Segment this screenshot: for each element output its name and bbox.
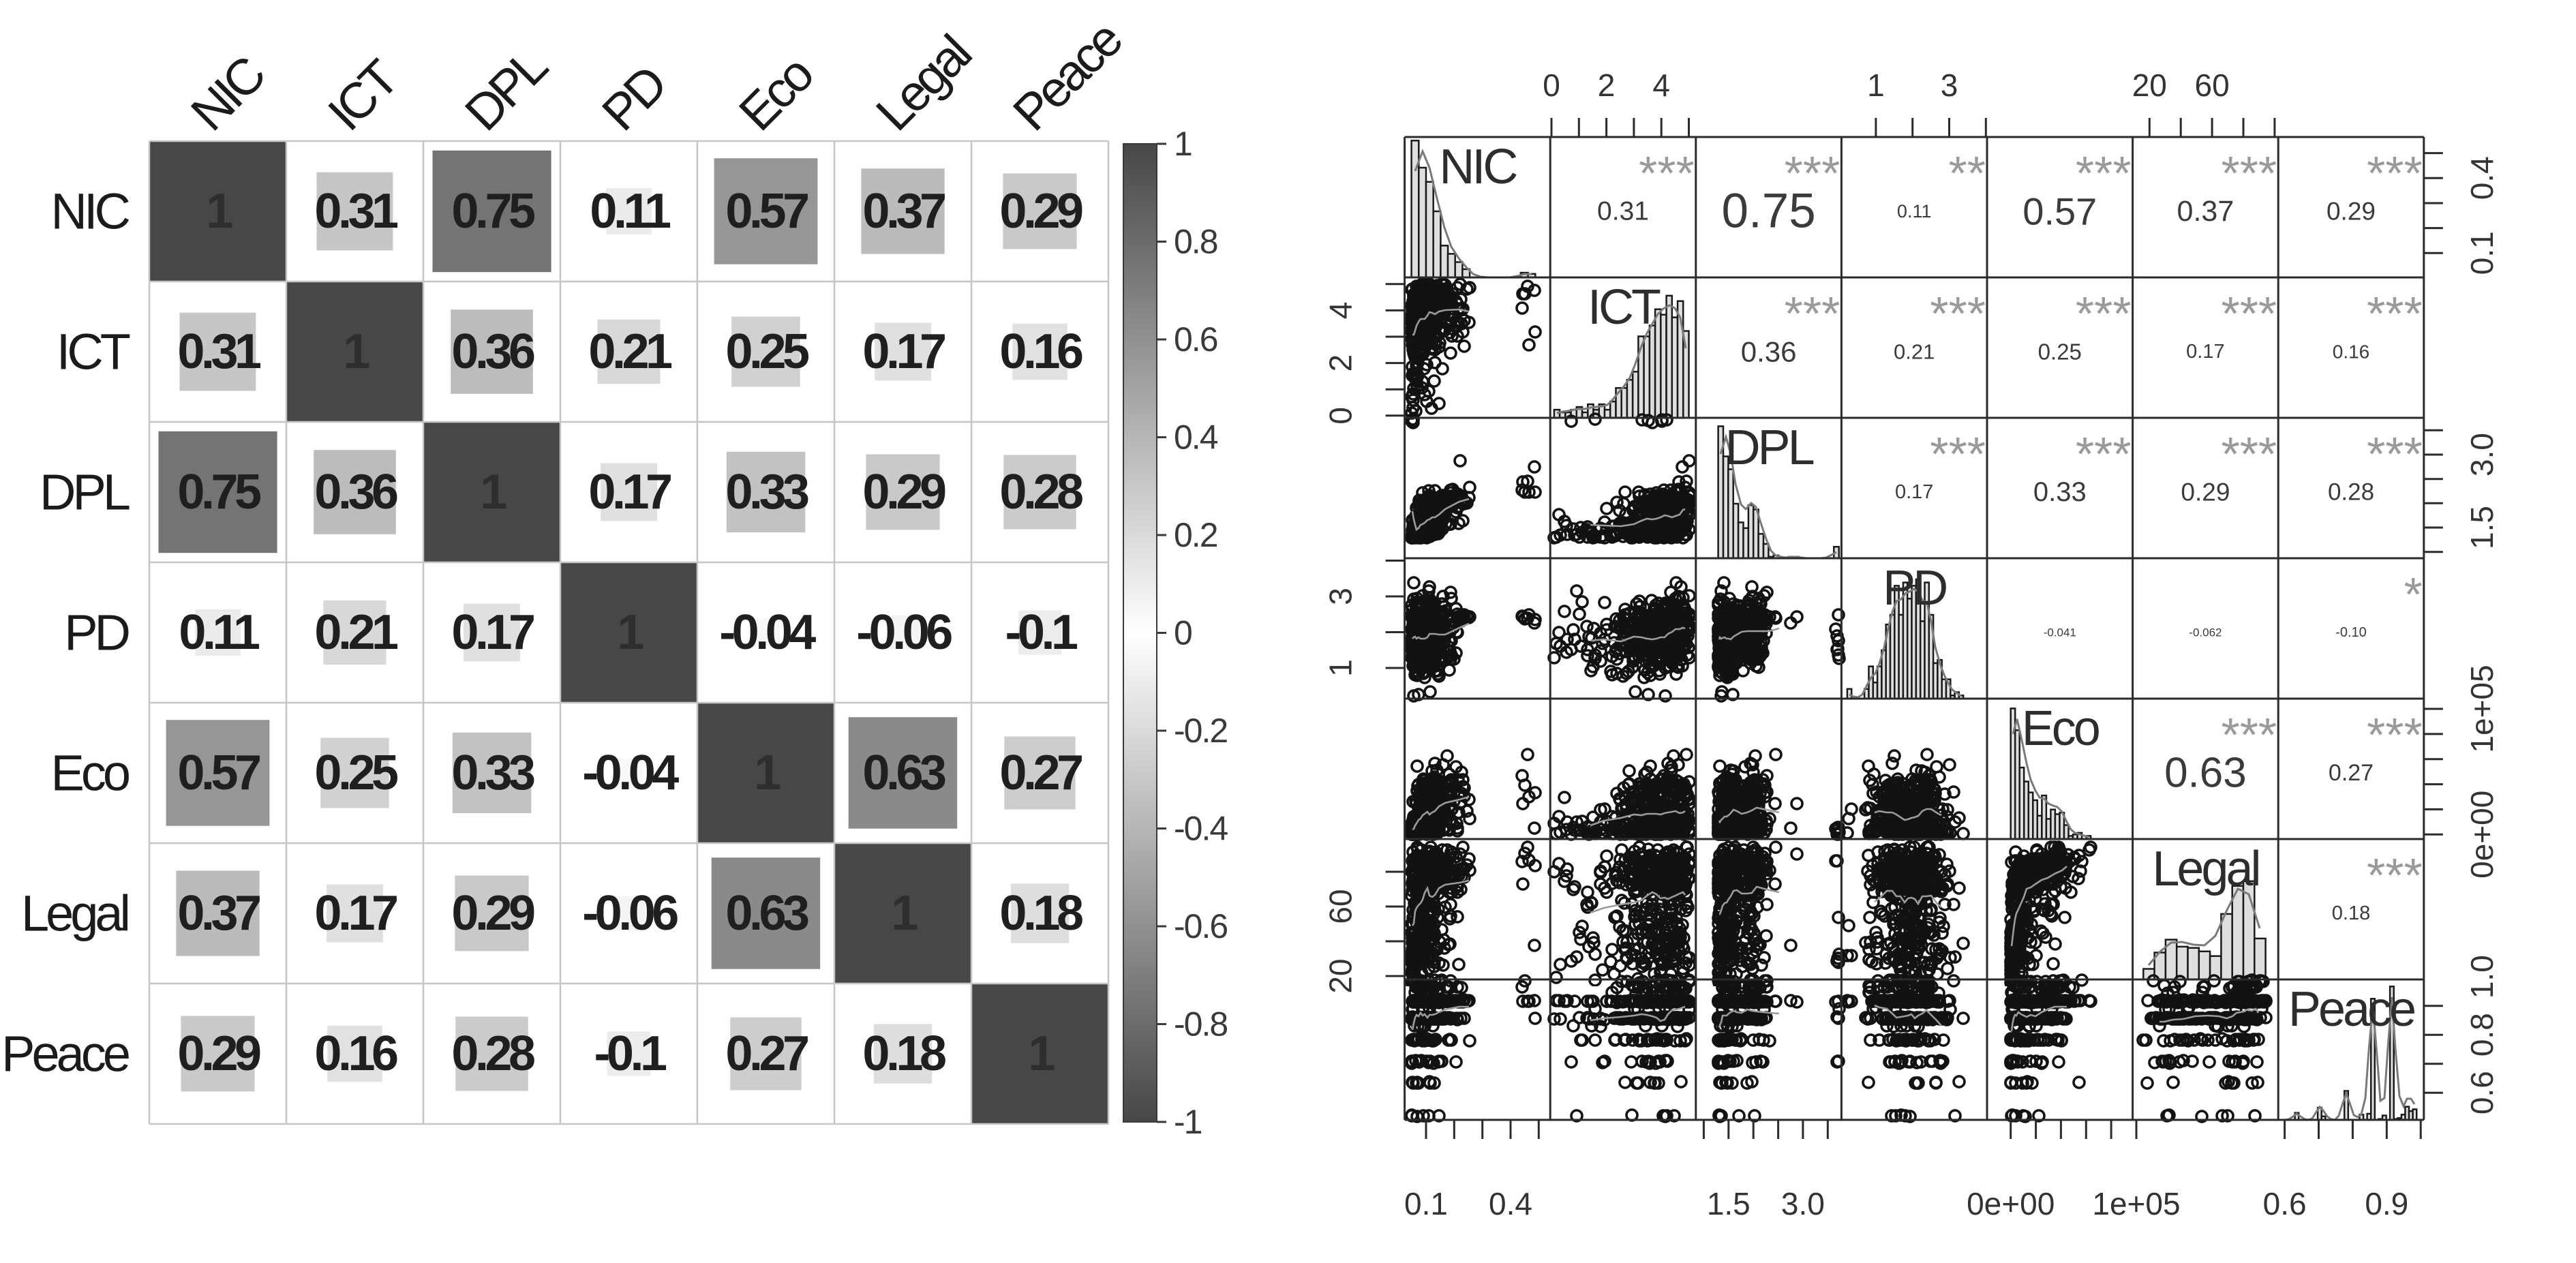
svg-text:0.17: 0.17 bbox=[588, 465, 671, 519]
svg-text:0.75: 0.75 bbox=[451, 184, 535, 239]
svg-text:0.8: 0.8 bbox=[1174, 223, 1217, 261]
svg-text:0.16: 0.16 bbox=[999, 324, 1082, 379]
svg-text:0.36: 0.36 bbox=[314, 465, 397, 519]
svg-text:0.25: 0.25 bbox=[314, 746, 398, 800]
svg-text:-0.04: -0.04 bbox=[719, 605, 816, 660]
svg-text:0.29: 0.29 bbox=[999, 184, 1082, 239]
svg-text:0.18: 0.18 bbox=[999, 886, 1082, 941]
svg-text:1: 1 bbox=[206, 184, 232, 239]
svg-text:0.36: 0.36 bbox=[451, 324, 534, 379]
svg-text:0: 0 bbox=[1174, 614, 1192, 652]
svg-text:0.4: 0.4 bbox=[1174, 419, 1218, 457]
svg-text:0.11: 0.11 bbox=[590, 184, 671, 239]
svg-text:0.33: 0.33 bbox=[725, 465, 808, 519]
svg-text:0.18: 0.18 bbox=[862, 1026, 945, 1081]
svg-text:1: 1 bbox=[1174, 125, 1192, 163]
svg-text:-0.2: -0.2 bbox=[1174, 712, 1227, 750]
svg-text:1: 1 bbox=[617, 605, 643, 660]
svg-text:0.6: 0.6 bbox=[1174, 320, 1217, 359]
svg-text:-1: -1 bbox=[1174, 1103, 1202, 1141]
svg-text:Peace: Peace bbox=[1, 1026, 129, 1082]
svg-text:0.33: 0.33 bbox=[451, 746, 534, 800]
svg-text:0.63: 0.63 bbox=[725, 886, 808, 941]
svg-text:0.37: 0.37 bbox=[177, 886, 260, 941]
svg-text:0.2: 0.2 bbox=[1174, 516, 1217, 554]
svg-text:0.57: 0.57 bbox=[725, 184, 808, 239]
svg-text:0.21: 0.21 bbox=[588, 324, 672, 379]
svg-text:1: 1 bbox=[891, 886, 918, 941]
svg-text:Legal: Legal bbox=[21, 885, 128, 942]
svg-text:1: 1 bbox=[343, 324, 369, 379]
svg-text:-0.4: -0.4 bbox=[1174, 810, 1228, 848]
svg-text:-0.1: -0.1 bbox=[1005, 605, 1078, 660]
svg-text:0.21: 0.21 bbox=[314, 605, 398, 660]
svg-text:0.29: 0.29 bbox=[177, 1026, 260, 1081]
svg-text:1: 1 bbox=[480, 465, 506, 519]
svg-text:0.27: 0.27 bbox=[999, 746, 1082, 800]
svg-text:0.25: 0.25 bbox=[725, 324, 809, 379]
svg-text:DPL: DPL bbox=[40, 464, 130, 521]
svg-text:0.31: 0.31 bbox=[314, 184, 398, 239]
svg-text:ICT: ICT bbox=[57, 324, 130, 380]
svg-text:-0.1: -0.1 bbox=[594, 1026, 667, 1081]
svg-text:0.16: 0.16 bbox=[314, 1026, 397, 1081]
svg-text:Eco: Eco bbox=[50, 745, 129, 802]
svg-text:-0.06: -0.06 bbox=[582, 886, 678, 941]
svg-text:0.63: 0.63 bbox=[862, 746, 945, 800]
svg-text:0.75: 0.75 bbox=[177, 465, 261, 519]
svg-text:0.17: 0.17 bbox=[451, 605, 534, 660]
svg-text:0.17: 0.17 bbox=[314, 886, 397, 941]
svg-text:0.28: 0.28 bbox=[451, 1026, 534, 1081]
svg-text:-0.8: -0.8 bbox=[1174, 1005, 1227, 1044]
svg-text:0.37: 0.37 bbox=[862, 184, 945, 239]
svg-text:NIC: NIC bbox=[51, 183, 130, 240]
svg-text:-0.6: -0.6 bbox=[1174, 907, 1227, 945]
svg-text:PD: PD bbox=[64, 605, 128, 661]
svg-text:0.11: 0.11 bbox=[179, 605, 260, 660]
svg-text:0.17: 0.17 bbox=[862, 324, 945, 379]
svg-text:1: 1 bbox=[1028, 1026, 1055, 1081]
svg-text:0.31: 0.31 bbox=[177, 324, 261, 379]
svg-text:0.27: 0.27 bbox=[725, 1026, 808, 1081]
svg-text:0.28: 0.28 bbox=[999, 465, 1082, 519]
svg-text:0.29: 0.29 bbox=[451, 886, 534, 941]
svg-text:0.29: 0.29 bbox=[862, 465, 945, 519]
svg-text:-0.06: -0.06 bbox=[856, 605, 952, 660]
svg-text:1: 1 bbox=[754, 746, 781, 800]
svg-text:0.57: 0.57 bbox=[177, 746, 260, 800]
svg-text:-0.04: -0.04 bbox=[582, 746, 679, 800]
